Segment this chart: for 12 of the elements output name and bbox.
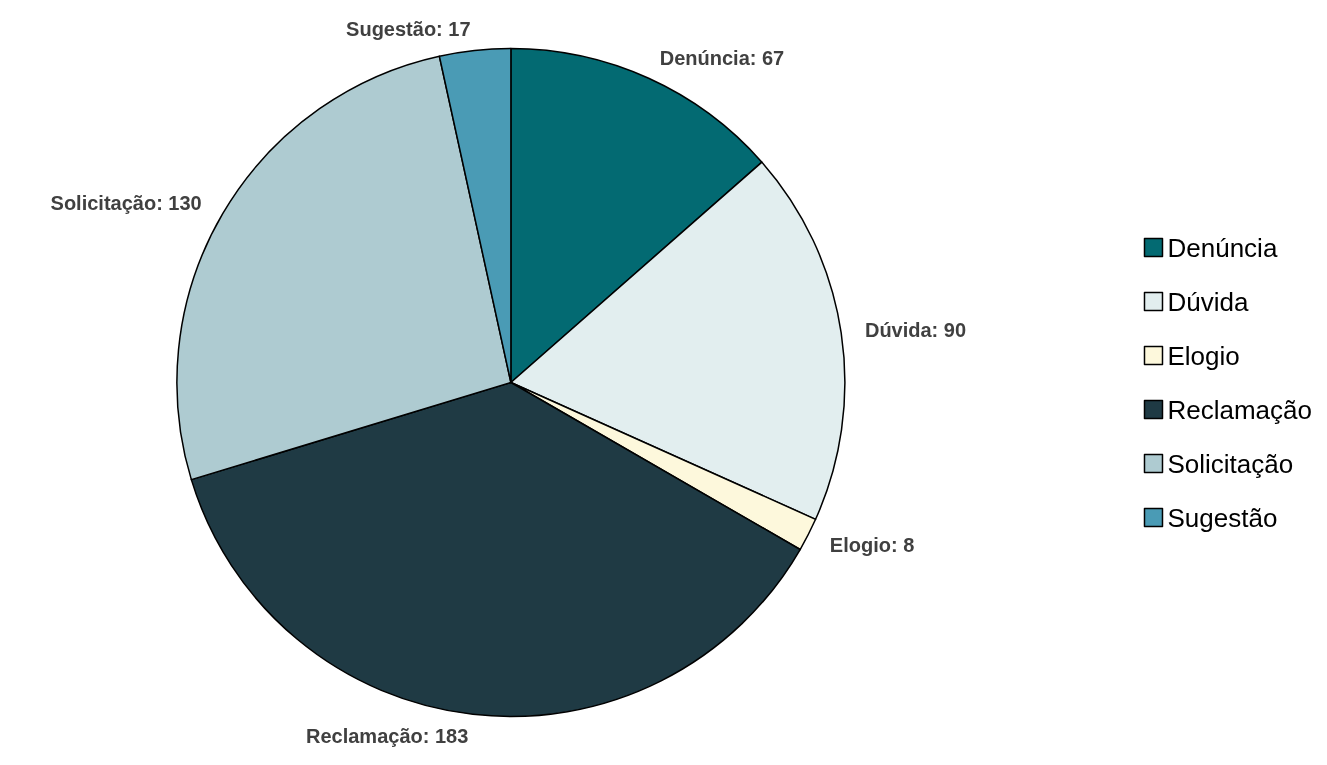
legend-label: Solicitação bbox=[1167, 448, 1294, 479]
legend-label: Denúncia bbox=[1167, 232, 1278, 263]
data-label: Reclamação: 183 bbox=[305, 725, 469, 748]
legend-label: Sugestão bbox=[1167, 502, 1278, 533]
legend-label: Elogio bbox=[1167, 340, 1240, 371]
data-label: Dúvida: 90 bbox=[864, 318, 967, 341]
legend-label: Reclamação bbox=[1167, 394, 1312, 425]
legend-label: Dúvida bbox=[1167, 286, 1249, 317]
data-label: Solicitação: 130 bbox=[50, 191, 202, 214]
data-label: Denúncia: 67 bbox=[659, 47, 785, 70]
data-label: Sugestão: 17 bbox=[346, 17, 471, 40]
data-label: Elogio: 8 bbox=[829, 533, 915, 556]
